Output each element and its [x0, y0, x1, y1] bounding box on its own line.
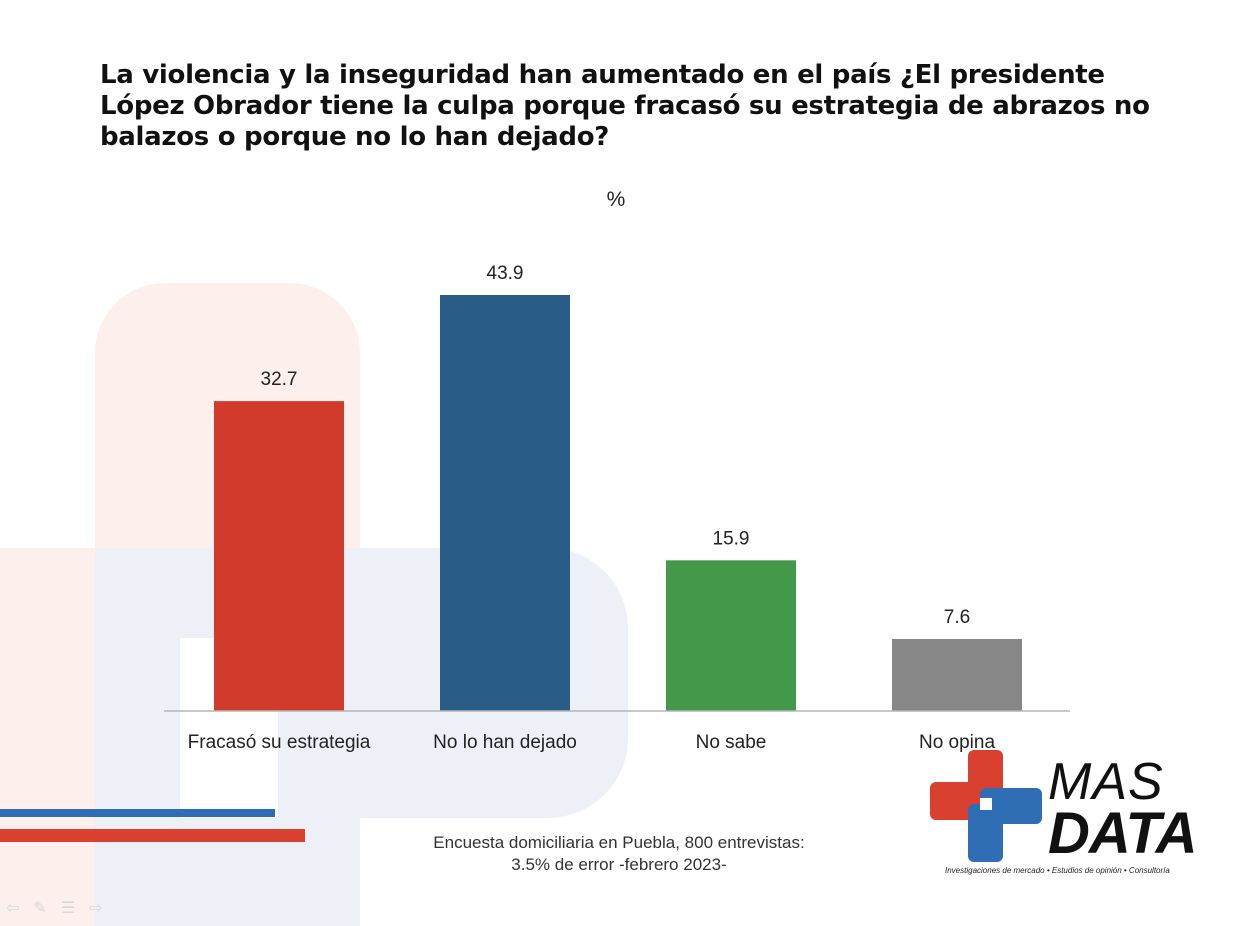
logo-tagline: Investigaciones de mercado • Estudios de…	[945, 866, 1170, 875]
category-label-2: No sabe	[696, 732, 767, 753]
logo-word-mas: MAS	[1048, 753, 1164, 811]
data-label-0: 32.7	[261, 369, 298, 390]
category-label-3: No opina	[919, 732, 995, 753]
bar-1	[440, 295, 570, 711]
category-label-0: Fracasó su estrategia	[188, 732, 371, 753]
footnote: Encuesta domiciliaria en Puebla, 800 ent…	[380, 832, 858, 876]
mas-data-logo-icon	[930, 750, 1042, 862]
unit-label: %	[606, 188, 626, 211]
arrow-left-icon[interactable]: ⇦	[6, 900, 34, 917]
pen-icon[interactable]: ✎	[33, 900, 61, 917]
bar-2	[666, 560, 796, 711]
category-label-1: No lo han dejado	[433, 732, 577, 753]
data-label-2: 15.9	[713, 528, 750, 549]
decorative-stripe-red	[0, 829, 305, 842]
data-label-3: 7.6	[944, 607, 970, 628]
arrow-right-icon[interactable]: ⇨	[89, 900, 117, 917]
slide-nav-icons[interactable]: ⇦✎☰⇨	[6, 898, 117, 918]
footnote-line-2: 3.5% de error -febrero 2023-	[511, 855, 727, 874]
footnote-line-1: Encuesta domiciliaria en Puebla, 800 ent…	[433, 833, 805, 852]
chart-title: La violencia y la inseguridad han aument…	[100, 60, 1150, 152]
decorative-stripe-blue	[0, 809, 275, 817]
menu-icon[interactable]: ☰	[60, 900, 90, 917]
bar-0	[214, 401, 344, 711]
data-label-1: 43.9	[487, 263, 524, 284]
logo-word-data: DATA	[1048, 801, 1197, 866]
bar-3	[892, 638, 1022, 711]
background-shape-red-left	[0, 548, 95, 926]
